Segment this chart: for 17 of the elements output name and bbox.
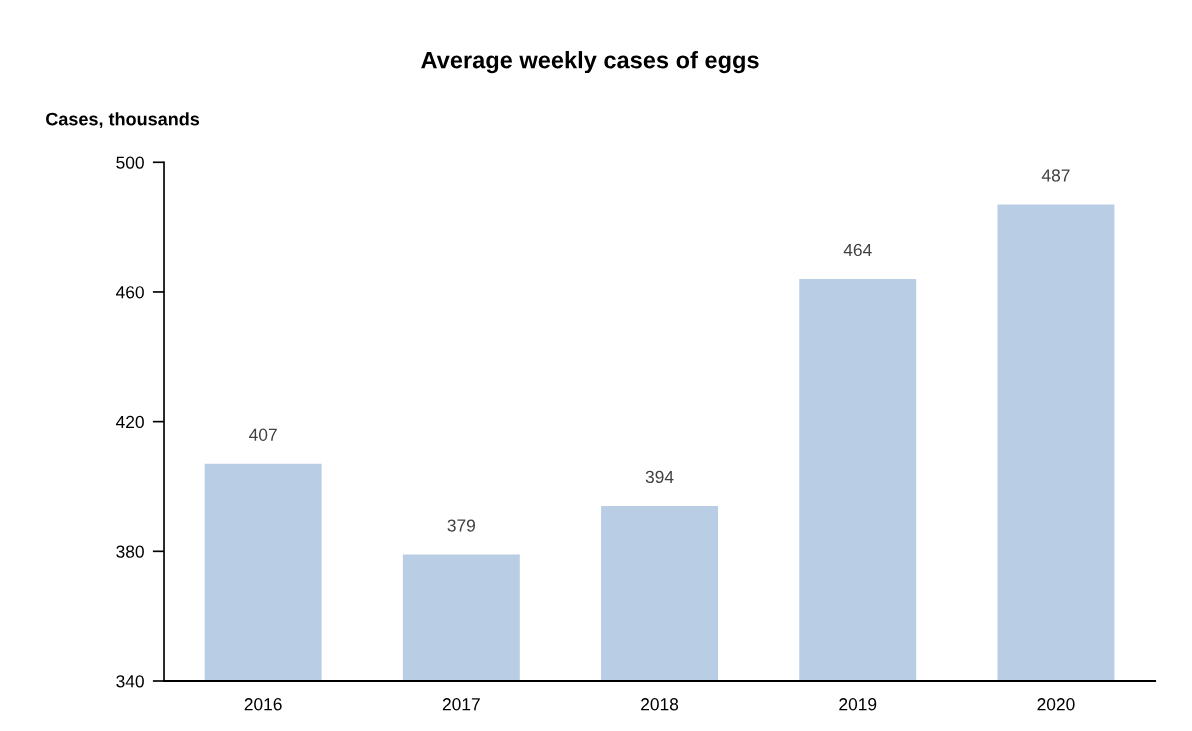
- x-tick-label: 2017: [442, 698, 480, 711]
- data-label: 394: [645, 470, 674, 484]
- x-tick-label: 2018: [641, 698, 679, 711]
- y-tick-label: 380: [116, 545, 144, 558]
- y-tick-label: 500: [116, 156, 144, 169]
- data-label: 379: [447, 519, 475, 532]
- x-tick-label: 2020: [1037, 698, 1075, 711]
- x-tick-label: 2019: [839, 698, 877, 711]
- chart-title: Average weekly cases of eggs: [421, 51, 759, 74]
- data-label: 407: [249, 428, 277, 441]
- y-tick-label: 340: [116, 675, 144, 688]
- y-tick-label: 420: [116, 415, 144, 429]
- x-tick-label: 2016: [244, 698, 282, 711]
- data-label: 464: [843, 243, 872, 257]
- y-axis-title: Cases, thousands: [46, 112, 200, 129]
- y-tick-label: 460: [116, 286, 144, 299]
- data-label: 487: [1041, 169, 1070, 182]
